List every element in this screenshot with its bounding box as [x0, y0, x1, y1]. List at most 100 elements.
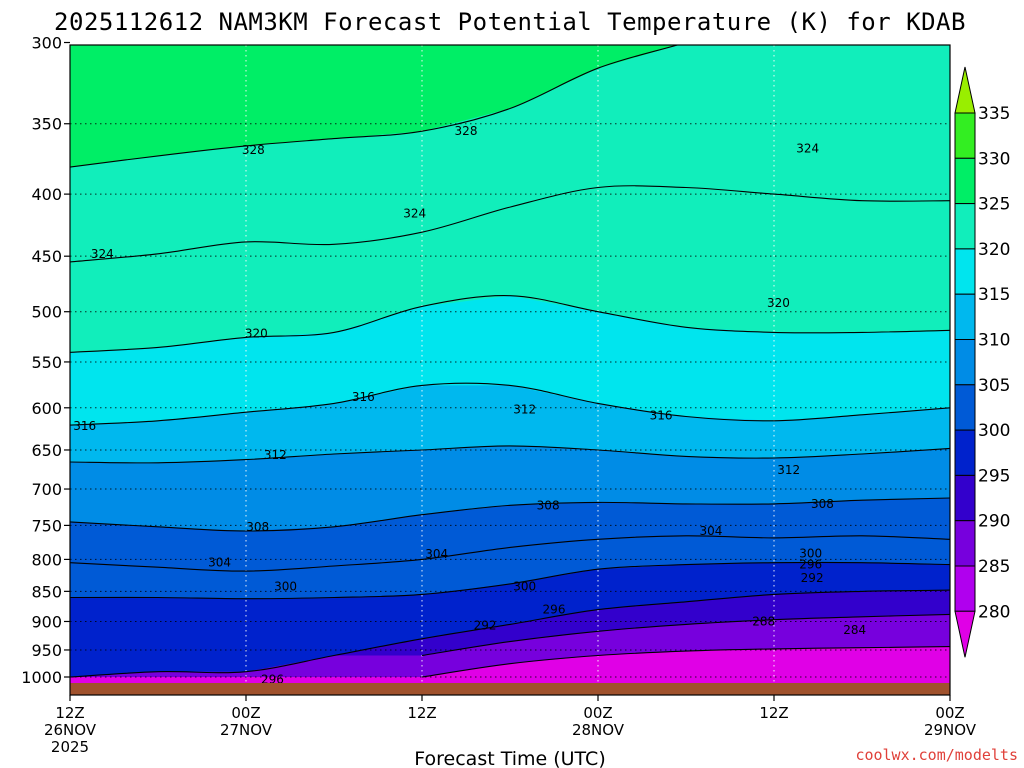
isentrope-328	[70, 45, 680, 168]
contour-label-300: 300	[799, 546, 822, 560]
isentrope-288	[421, 646, 950, 678]
y-tick-label-300: 300	[31, 34, 62, 53]
colorbar-top-triangle	[954, 66, 976, 114]
contour-label-296: 296	[799, 558, 822, 572]
colorbar-label-290: 290	[978, 512, 1010, 532]
contour-label-324: 324	[796, 142, 819, 156]
y-tick-label-500: 500	[31, 303, 62, 322]
contour-label-296: 296	[543, 603, 566, 617]
contour-label-316: 316	[352, 390, 375, 404]
x-tick-label-5-0: 00Z	[935, 704, 964, 722]
colorbar-label-320: 320	[978, 240, 1010, 260]
isentrope-312	[70, 445, 950, 464]
credit-link[interactable]: coolwx.com/modelts	[855, 746, 1018, 764]
grid-lines	[70, 45, 950, 685]
colorbar-label-315: 315	[978, 285, 1010, 305]
colorbar-label-330: 330	[978, 149, 1010, 169]
colorbar: 335 330 325 320 315 310 305 300 295 290 285 280	[954, 66, 1010, 658]
x-tick-label-3-0: 00Z	[583, 704, 612, 722]
x-tick-label-4-0: 12Z	[759, 704, 788, 722]
colorbar-label-280: 280	[978, 602, 1010, 622]
contour-label-320: 320	[767, 296, 790, 310]
colorbar-bin-300	[954, 384, 976, 431]
isentrope-292	[421, 613, 950, 657]
isentrope-308	[70, 497, 950, 532]
contour-label-300: 300	[513, 579, 536, 593]
isentrope-296	[70, 589, 950, 678]
isentrope-324	[70, 185, 950, 263]
colorbar-bin-330	[954, 112, 976, 159]
contour-label-304: 304	[699, 524, 722, 538]
x-tick-label-3-1: 28NOV	[572, 721, 625, 739]
y-axis: 2503003504004505005506006507007508008509…	[21, 34, 70, 687]
x-tick-label-1-1: 27NOV	[220, 721, 273, 739]
y-tick-label-700: 700	[31, 480, 62, 499]
band-328	[70, 45, 950, 168]
isentrope-contours	[70, 45, 950, 678]
y-tick-label-850: 850	[31, 582, 62, 601]
colorbar-bin-325	[954, 157, 976, 205]
y-tick-label-600: 600	[31, 399, 62, 418]
x-tick-label-1-0: 00Z	[231, 704, 260, 722]
y-tick-label-450: 450	[31, 247, 62, 266]
x-tick-label-2-0: 12Z	[407, 704, 436, 722]
contour-label-324: 324	[91, 247, 114, 261]
colorbar-bottom-triangle	[954, 610, 976, 658]
contour-label-284: 284	[843, 623, 866, 637]
colorbar-label-310: 310	[978, 331, 1010, 351]
x-tick-label-5-1: 29NOV	[924, 721, 977, 739]
y-tick-label-400: 400	[31, 185, 62, 204]
contour-label-308: 308	[811, 497, 834, 511]
contour-label-296: 296	[261, 673, 284, 687]
y-tick-label-350: 350	[31, 115, 62, 134]
x-tick-label-0-1: 26NOV	[44, 721, 97, 739]
y-tick-label-750: 750	[31, 516, 62, 535]
contour-label-312: 312	[777, 463, 800, 477]
y-tick-label-650: 650	[31, 441, 62, 460]
isentrope-316	[70, 382, 950, 426]
colorbar-bin-280	[954, 565, 976, 612]
colorbar-label-305: 305	[978, 376, 1010, 396]
colorbar-label-325: 325	[978, 195, 1010, 215]
contour-label-320: 320	[245, 326, 268, 340]
colorbar-label-295: 295	[978, 466, 1010, 486]
contour-label-304: 304	[425, 547, 448, 561]
y-tick-label-800: 800	[31, 550, 62, 569]
x-tick-label-0-0: 12Z	[55, 704, 84, 722]
contour-label-328: 328	[242, 143, 265, 157]
contour-label-324: 324	[403, 207, 426, 221]
contour-label-300: 300	[274, 579, 297, 593]
contour-label-312: 312	[264, 448, 287, 462]
colorbar-bin-315	[954, 248, 976, 295]
colorbar-bin-290	[954, 474, 976, 522]
isentrope-300	[70, 561, 950, 600]
colorbar-bin-285	[954, 520, 976, 567]
ground-strip	[70, 683, 950, 695]
colorbar-bin-310	[954, 293, 976, 341]
contour-label-316: 316	[650, 409, 673, 423]
colorbar-label-335: 335	[978, 104, 1010, 124]
colorbar-bin-320	[954, 203, 976, 250]
contour-label-328: 328	[455, 124, 478, 138]
contour-label-312: 312	[513, 403, 536, 417]
x-tick-label-0-2: 2025	[51, 738, 89, 756]
contour-labels: 3363323283283243243203163163123123083083…	[73, 124, 866, 687]
plot-border	[69, 44, 951, 696]
contour-label-304: 304	[208, 556, 231, 570]
contour-label-292: 292	[801, 571, 824, 585]
color-bands	[70, 45, 950, 685]
y-tick-label-900: 900	[31, 612, 62, 631]
isentrope-320	[70, 295, 950, 353]
x-axis-label: Forecast Time (UTC)	[414, 748, 605, 768]
isentrope-304	[70, 535, 950, 572]
contour-label-316: 316	[73, 419, 96, 433]
plot-area: 3363323283283243243203163163123123083083…	[70, 45, 950, 687]
colorbar-bin-295	[954, 429, 976, 476]
y-tick-label-1000: 1000	[21, 668, 62, 687]
colorbar-label-300: 300	[978, 421, 1010, 441]
contour-label-308: 308	[537, 498, 560, 512]
chart-title: 2025112612 NAM3KM Forecast Potential Tem…	[54, 8, 966, 36]
contour-label-292: 292	[474, 619, 497, 633]
